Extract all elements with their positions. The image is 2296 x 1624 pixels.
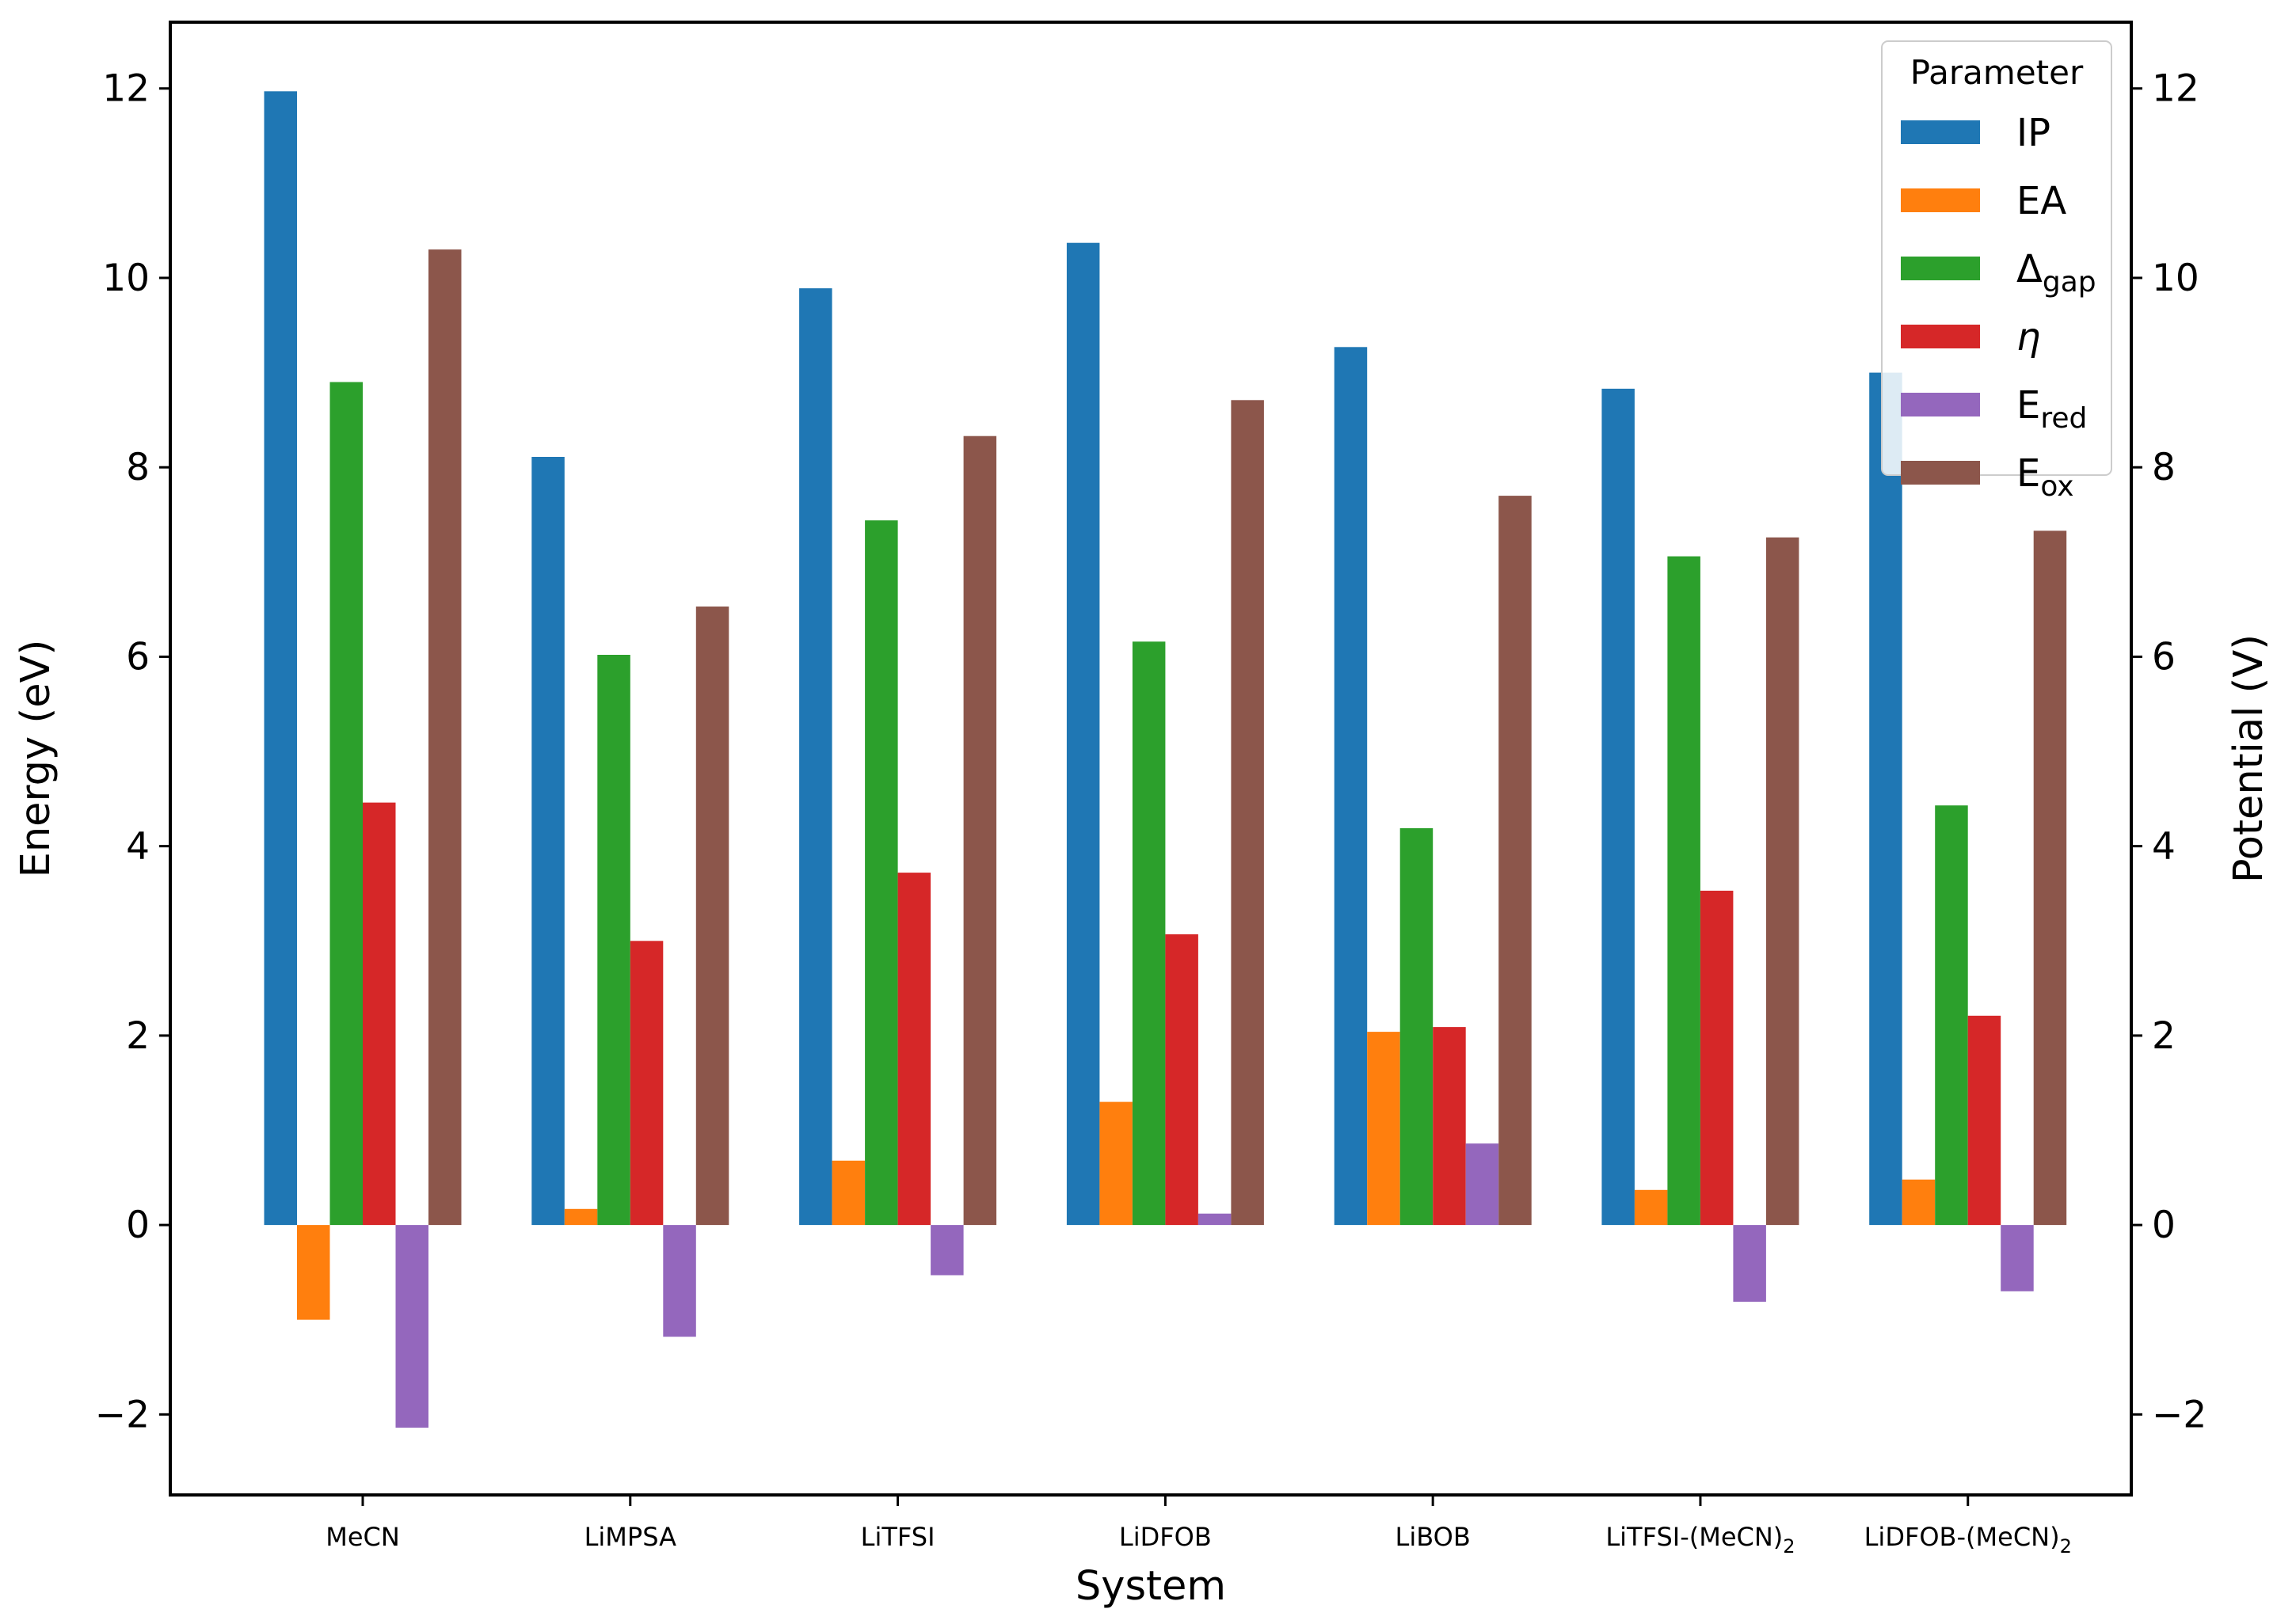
bar-limpsa-IP (531, 457, 565, 1226)
bar-lidfob-IP (1066, 242, 1100, 1226)
bar-mecn-gap (329, 382, 363, 1226)
bar-limpsa-Ered (663, 1225, 696, 1337)
y-tick-label: 0 (126, 1204, 150, 1247)
legend-label: η (2016, 315, 2040, 359)
bar-libob-IP (1334, 347, 1368, 1226)
bar-libob-Ered (1465, 1143, 1499, 1226)
x-tick-label: LiTFSI-(MeCN)2 (1605, 1522, 1795, 1557)
legend-label: Eox (2016, 451, 2074, 503)
legend-box (1881, 40, 2112, 476)
y2-tick-label: 0 (2152, 1204, 2176, 1247)
bar-lidfob-Eox (1231, 400, 1264, 1226)
bar-lidfob- (1165, 934, 1198, 1226)
bar-lidfob-EA (1099, 1101, 1133, 1226)
x-tick-label: LiTFSI (861, 1522, 935, 1552)
x-tick-label: LiMPSA (584, 1522, 677, 1552)
y-tick-label: −2 (95, 1393, 150, 1436)
y-tick-label: 8 (126, 446, 150, 489)
y2-tick-label: 10 (2152, 257, 2199, 300)
x-tick-label: MeCN (326, 1522, 400, 1552)
bar-limpsa-EA (564, 1208, 598, 1226)
y2-tick-label: 12 (2152, 67, 2199, 111)
bars-layer (264, 91, 2067, 1428)
legend-title: Parameter (1910, 53, 2084, 92)
legend-swatch (1901, 461, 1980, 485)
bar-litfsi-mecn-2-IP (1601, 388, 1635, 1226)
bar-lidfob-mecn-2-gap (1935, 805, 1968, 1226)
x-tick-label: LiDFOB-(MeCN)2 (1864, 1522, 2072, 1557)
legend-swatch (1901, 325, 1980, 348)
bar-libob-gap (1399, 827, 1434, 1226)
x-tick-label: LiBOB (1395, 1522, 1471, 1552)
y-axis-label: Energy (eV) (13, 640, 59, 878)
bar-libob-Eox (1498, 496, 1532, 1226)
y2-tick-label: 4 (2152, 825, 2176, 869)
bar-lidfob-mecn-2- (1967, 1015, 2001, 1226)
bar-litfsi-mecn-2- (1700, 890, 1734, 1226)
legend-label: Ered (2016, 383, 2087, 435)
plot-frame (169, 21, 2133, 1497)
bar-litfsi-gap (865, 520, 898, 1226)
legend-swatch (1901, 188, 1980, 212)
bar-libob-EA (1367, 1032, 1400, 1226)
y-tick-label: 4 (126, 825, 150, 869)
bar-litfsi-mecn-2-EA (1634, 1189, 1668, 1226)
y2-tick-label: 2 (2152, 1014, 2176, 1058)
bar-mecn-IP (264, 91, 297, 1226)
bar-mecn-Ered (395, 1225, 428, 1428)
y2-tick-label: −2 (2152, 1393, 2207, 1436)
bar-litfsi-EA (832, 1160, 866, 1226)
legend-swatch (1901, 120, 1980, 144)
y2-tick-label: 8 (2152, 446, 2176, 489)
bar-litfsi-mecn-2-Ered (1733, 1225, 1766, 1302)
bar-litfsi-Ered (931, 1225, 964, 1276)
y2-tick-label: 6 (2152, 635, 2176, 679)
bar-mecn-EA (297, 1225, 330, 1320)
bar-libob- (1433, 1027, 1466, 1226)
bar-limpsa-Eox (695, 607, 729, 1226)
y-tick-label: 10 (102, 257, 150, 300)
legend-swatch (1901, 393, 1980, 416)
bar-lidfob-mecn-2-Ered (2001, 1225, 2034, 1291)
y-tick-label: 2 (126, 1014, 150, 1058)
ticks-layer: −2 −2 0 0 2 2 4 4 6 6 8 8 10 10 12 12 MeCN LiMPSA LiTFSI Li… (95, 67, 2207, 1557)
bar-litfsi-IP (799, 288, 832, 1226)
bar-mecn-Eox (428, 249, 462, 1226)
legend-swatch (1901, 257, 1980, 280)
x-tick-label: LiDFOB (1119, 1522, 1212, 1552)
bar-limpsa-gap (597, 655, 630, 1226)
legend: Parameter IP EA Δgap η Ered Eox (1881, 40, 2112, 503)
bar-litfsi-Eox (963, 435, 997, 1226)
x-axis-label: System (1076, 1563, 1226, 1610)
y-tick-label: 12 (102, 67, 150, 111)
bar-lidfob-mecn-2-EA (1902, 1179, 1936, 1226)
y-tick-label: 6 (126, 635, 150, 679)
bar-lidfob-mecn-2-IP (1869, 372, 1902, 1226)
bar-litfsi- (897, 873, 931, 1226)
bar-litfsi-mecn-2-Eox (1765, 537, 1799, 1226)
bar-lidfob-Ered (1197, 1213, 1232, 1226)
bar-litfsi-mecn-2-gap (1667, 556, 1700, 1226)
bar-lidfob-mecn-2-Eox (2033, 531, 2067, 1226)
legend-label: EA (2016, 179, 2066, 223)
bar-lidfob-gap (1132, 641, 1166, 1226)
bar-limpsa- (630, 941, 664, 1226)
secondary-y-axis-label: Potential (V) (2226, 634, 2272, 883)
bar-mecn- (363, 802, 396, 1226)
legend-label: Δgap (2016, 247, 2096, 299)
legend-label: IP (2016, 111, 2050, 155)
